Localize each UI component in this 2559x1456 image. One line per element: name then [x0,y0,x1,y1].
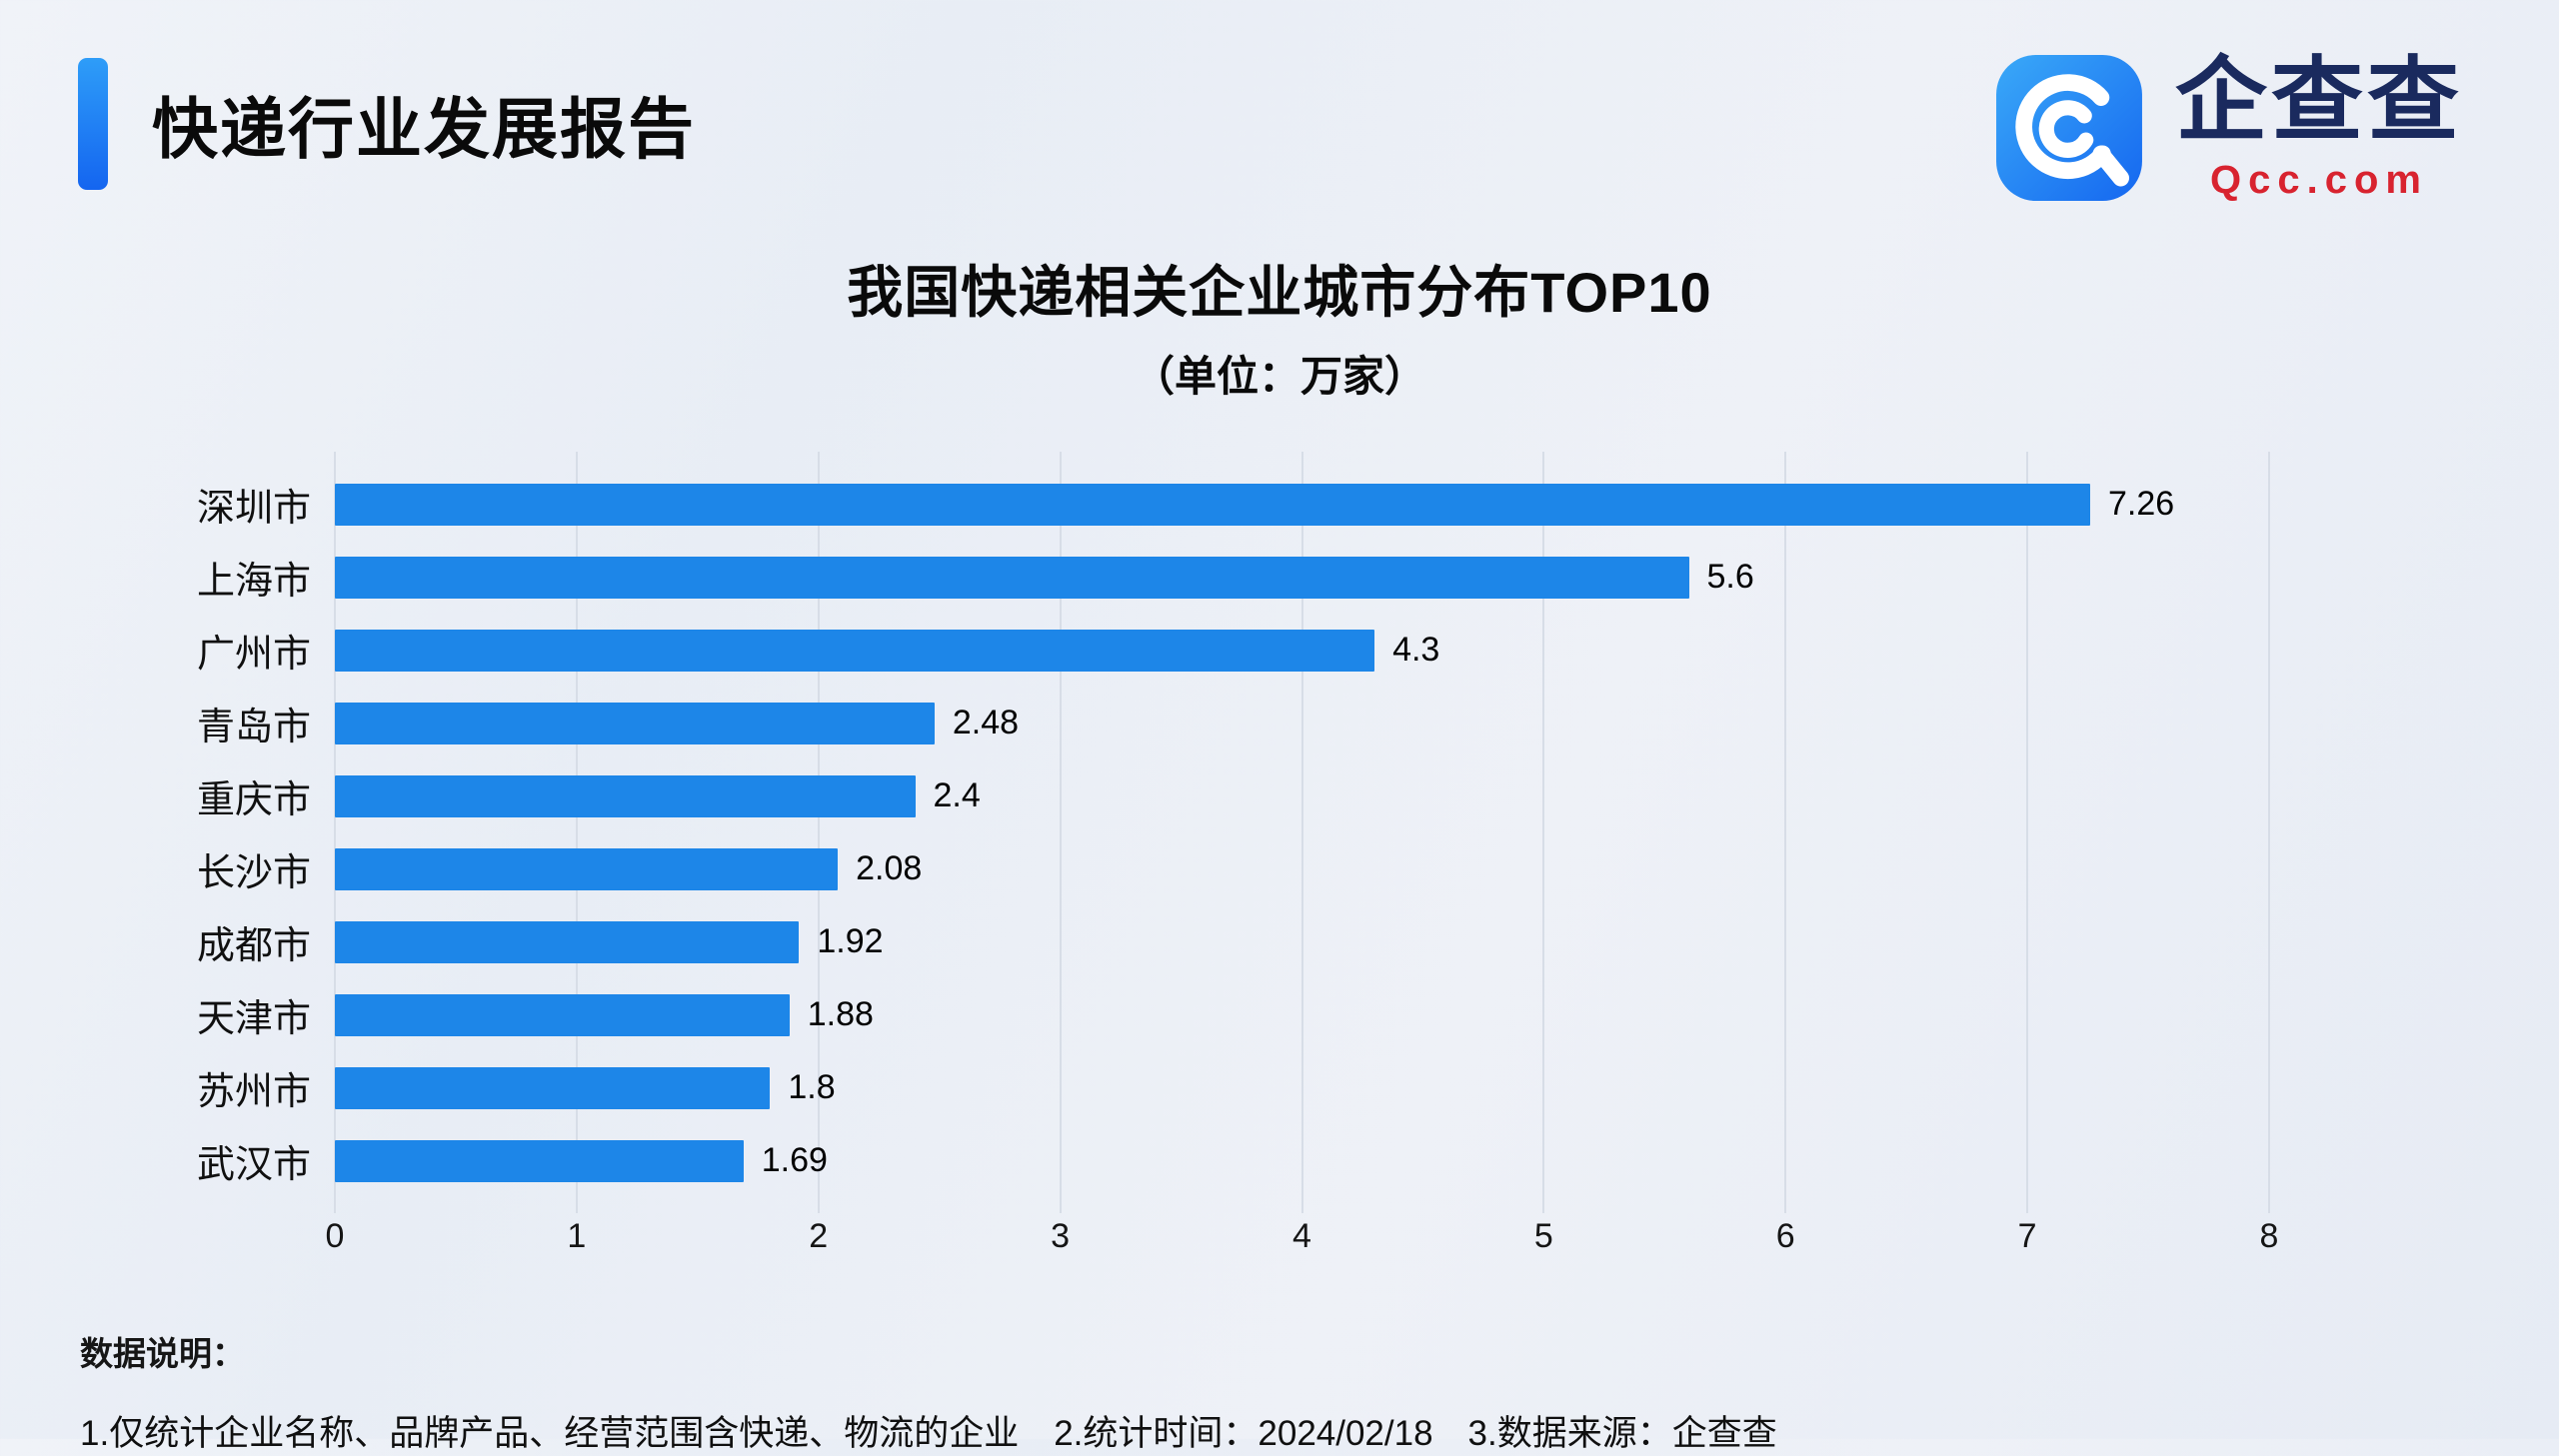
value-label: 1.69 [761,1141,828,1179]
x-tick-label: 0 [325,1217,345,1255]
bar [335,556,1689,599]
bar-row: 深圳市 7.26 [80,468,2269,541]
value-label: 2.08 [856,849,923,887]
value-label: 1.92 [817,922,884,960]
bar-area: 1.88 [335,978,2269,1051]
bar-row: 武汉市 1.69 [80,1124,2269,1197]
bar-chart: 深圳市 7.26 上海市 5.6 广州市 4.3 青岛市 2.48 重庆市 2.4 长沙市 2.08 成… [80,452,2279,1269]
x-tick-label: 4 [1292,1217,1311,1255]
category-label: 天津市 [196,998,311,1040]
footer-heading: 数据说明： [80,1335,245,1372]
chart-rows: 深圳市 7.26 上海市 5.6 广州市 4.3 青岛市 2.48 重庆市 2.4 长沙市 2.08 成… [80,452,2270,1213]
bar-area: 2.08 [335,832,2269,905]
bar-row: 长沙市 2.08 [80,832,2269,905]
category-label: 深圳市 [196,488,311,530]
value-label: 1.8 [788,1068,836,1106]
header: 快递行业发展报告 [0,0,2559,190]
x-tick-label: 2 [809,1217,829,1255]
footer-notes: 1.仅统计企业名称、品牌产品、经营范围含快递、物流的企业 2.统计时间：2024… [80,1414,1777,1453]
bar [335,1139,744,1182]
x-tick-label: 3 [1051,1217,1071,1255]
accent-bar [78,58,108,190]
bar-area: 2.48 [335,687,2269,759]
x-tick-label: 1 [567,1217,587,1255]
value-label: 4.3 [1392,631,1440,669]
category-label: 重庆市 [196,779,311,821]
x-tick-label: 5 [1533,1217,1553,1255]
value-label: 2.48 [952,704,1020,741]
bar-row: 上海市 5.6 [80,541,2269,614]
bar-area: 7.26 [335,468,2269,541]
chart-title: 我国快递相关企业城市分布TOP10 [847,261,1712,324]
bar-area: 1.69 [335,1124,2269,1197]
x-tick-label: 7 [2017,1217,2037,1255]
footer: 数据说明： 1.仅统计企业名称、品牌产品、经营范围含快递、物流的企业 2.统计时… [80,1327,2559,1456]
category-label: 武汉市 [196,1144,311,1186]
category-label: 青岛市 [196,707,311,748]
logo-name: 企查查 [2174,50,2463,153]
bar [335,920,800,963]
qcc-logo-icon [1996,55,2142,201]
logo-domain: Qcc.com [2210,157,2428,202]
category-label: 上海市 [196,561,311,603]
bar-row: 天津市 1.88 [80,978,2269,1051]
bar-area: 4.3 [335,614,2269,687]
category-label: 苏州市 [196,1071,311,1113]
value-label: 1.88 [807,995,874,1033]
bar-area: 1.92 [335,905,2269,978]
category-label: 长沙市 [196,852,311,894]
value-label: 5.6 [1706,558,1754,596]
bar-area: 5.6 [335,541,2269,614]
value-label: 7.26 [2108,485,2175,523]
bar-row: 苏州市 1.8 [80,1051,2269,1124]
bar-row: 青岛市 2.48 [80,687,2269,759]
bar [335,1066,771,1109]
page-title: 快递行业发展报告 [152,92,696,166]
x-axis: 0 1 2 3 4 5 6 7 8 [326,1217,2279,1269]
bar-row: 成都市 1.92 [80,905,2269,978]
bar-row: 重庆市 2.4 [80,759,2269,832]
bar-area: 2.4 [335,759,2269,832]
chart-subtitle: （单位：万家） [1132,353,1426,400]
bar [335,483,2090,526]
bar-area: 1.8 [335,1051,2269,1124]
bar [335,993,790,1036]
x-tick-label: 8 [2259,1217,2279,1255]
category-label: 广州市 [196,634,311,676]
category-label: 成都市 [196,925,311,967]
value-label: 2.4 [933,776,981,814]
x-tick-label: 6 [1775,1217,1795,1255]
bar [335,702,935,744]
bar [335,629,1375,672]
bar-row: 广州市 4.3 [80,614,2269,687]
logo-text: 企查查 Qcc.com [2175,53,2463,203]
qcc-logo: 企查查 Qcc.com [1993,52,2463,204]
bar [335,847,839,890]
bar [335,774,916,817]
